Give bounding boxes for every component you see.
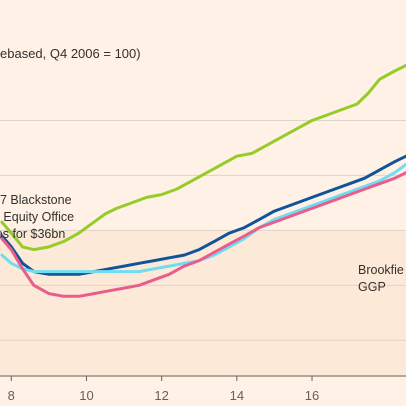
- annotation-line: ies for $36bn: [0, 227, 65, 241]
- annotations: 07 Blackstone e Equity Office ies for $36b…: [0, 193, 404, 294]
- x-tick-label: 10: [79, 388, 93, 403]
- annotation-line: e Equity Office: [0, 210, 74, 224]
- chart-subtitle: ebased, Q4 2006 = 100): [0, 46, 141, 61]
- annotation-line: Brookfie: [358, 263, 404, 277]
- series-line-2: [0, 154, 406, 276]
- x-tick-label: 14: [230, 388, 244, 403]
- series-line-1: [0, 64, 406, 252]
- x-axis: 10 12 14 16 8: [0, 375, 406, 403]
- x-tick-label: 16: [305, 388, 319, 403]
- series-lines: [0, 64, 406, 298]
- x-tick-label: 8: [8, 388, 15, 403]
- shaded-band: [0, 230, 406, 376]
- x-tick-label: 12: [154, 388, 168, 403]
- annotation-line: 07 Blackstone: [0, 193, 72, 207]
- series-line-4: [0, 171, 406, 298]
- annotation-line: GGP: [358, 280, 386, 294]
